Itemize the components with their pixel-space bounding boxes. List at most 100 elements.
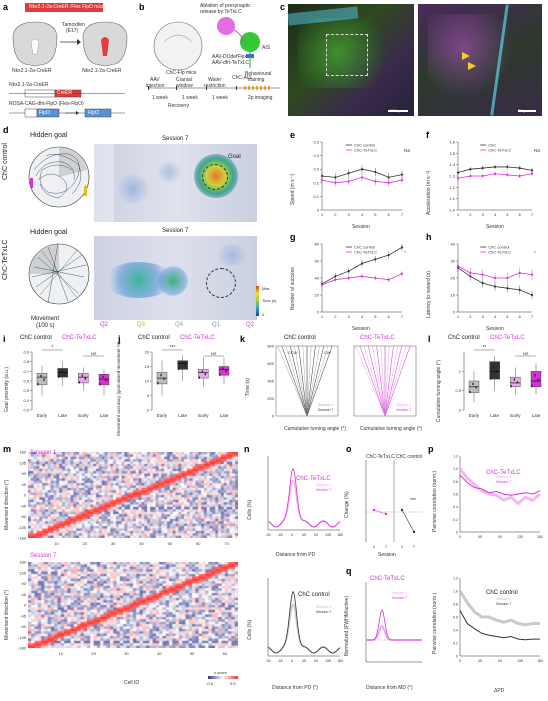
y-tick-label: 0.2 [453,518,458,522]
legend-s7: Session 7 [396,408,411,412]
y-tick-label: 0 [272,414,275,419]
boxplot-turning-angle: 0 0.5 1 Early Late Early Late ** NS [455,345,542,418]
ccw-label: CCW [288,350,298,355]
legend-label-control: ChC control [354,143,375,148]
y-tick-label: 40 [451,242,456,247]
x-tick-label: 180 [537,659,543,663]
y-tick-label: 1.2 [449,185,455,190]
x-tick-label: Late [178,413,187,418]
x-tick-label: 7 [531,314,534,319]
data-point [469,174,472,178]
trace-line [355,345,386,417]
y-tick-label: -180 [18,646,27,651]
x-tick-label: 135 [517,535,523,539]
y-tick-label: 0.4 [313,153,319,158]
sig-label: ** [482,345,486,351]
box [78,373,89,384]
y-tick-label: 400 [267,379,274,384]
y-tick-label: 0 [24,493,27,498]
panel-label-k: k [240,334,246,344]
legend-label-tetx: ChC-TeTxLC [354,148,377,153]
series-line [401,509,415,533]
y-tick-label: 0.2 [453,642,458,646]
x-tick-label: 180 [537,535,543,539]
series-session7 [366,609,422,641]
y-tick-label: 0 [147,408,150,413]
x-tick-label: Late [58,413,67,418]
panel-label-e: e [290,130,296,140]
x-tick-label: 20 [91,651,96,656]
jitter-point [469,390,471,393]
x-tick-label: Early [469,413,480,418]
legend-s1: Session 1 [318,403,333,407]
data-point [360,168,364,171]
x-tick-label: -45 [277,659,282,663]
y-tick-label: 0 [459,408,462,413]
y-tick-label: 0 [317,208,320,213]
x-tick-label: 45 [302,659,306,663]
jitter-point [469,391,471,394]
trace-line [306,345,312,417]
micrograph-high-mag [418,4,542,116]
panel-label-h: h [426,232,432,242]
trace-line [285,345,308,417]
data-point [387,278,390,281]
jitter-point [475,387,477,389]
jitter-point [472,383,474,386]
data-point [481,174,484,178]
jitter-point [163,378,165,380]
panel-label-j: j [118,334,121,344]
legend-s7: Session 7 [496,480,511,484]
sig-label: *** [169,345,175,351]
data-point [320,178,324,182]
data-point [530,293,534,297]
data-point [506,165,509,169]
chart-pairwise-control: 0 0.2 0.4 0.6 0.8 1.0 1.2 0 45 90 135 180 Session 1S… [453,577,543,664]
x-tick-label: -90 [265,659,270,663]
y-tick-label: 20 [451,276,456,281]
panel-label-b: b [139,2,145,12]
data-point [518,166,521,170]
trace-line [384,345,407,417]
jitter-point [225,370,227,372]
jitter-point [534,375,536,377]
legend-label-tetx: ChC-TeTxLC [354,250,377,255]
x-tick-label: 5 [374,314,377,319]
trace-line [384,345,411,417]
trace-line [306,345,320,417]
y-tick-label: 0.5 [455,388,461,393]
y-tick-label: 45 [22,592,27,597]
panel-label-c: c [280,2,286,12]
boxplot-goal-proximity: 0.3 0.4 0.5 0.6 0.7 0.8 0.9 Early Late Early Late *… [23,345,110,418]
heatmap-tetx [94,236,257,320]
x-tick-label: 135 [325,659,331,663]
y-tick-label: 0.6 [453,493,458,497]
jitter-point [513,378,516,380]
jitter-point [516,382,519,384]
data-point [493,285,497,288]
trace-line [384,345,398,417]
x-tick-label: 40 [157,651,162,656]
x-tick-label: 180 [337,659,343,663]
y-tick-label: -45 [20,613,27,618]
x-tick-label: 0 [291,533,293,537]
jitter-point [222,367,224,369]
trace-line [281,345,308,417]
jitter-point [513,379,516,381]
y-tick-label: 0.8 [23,359,29,364]
trace-line [294,345,308,417]
x-tick-label: 5 [374,212,377,217]
panel-b-schematic [148,17,280,90]
trace-line [384,345,403,417]
box [57,368,68,378]
data-point [347,270,350,273]
jitter-point [492,364,495,366]
trace-line [363,345,386,417]
x-tick-label: 1 [321,314,324,319]
series-session1 [458,590,540,627]
tuning-heatmap-session1 [28,452,238,538]
y-tick-label: 0.4 [453,505,458,509]
y-tick-label: 1.0 [453,467,458,471]
jitter-point [57,375,60,377]
